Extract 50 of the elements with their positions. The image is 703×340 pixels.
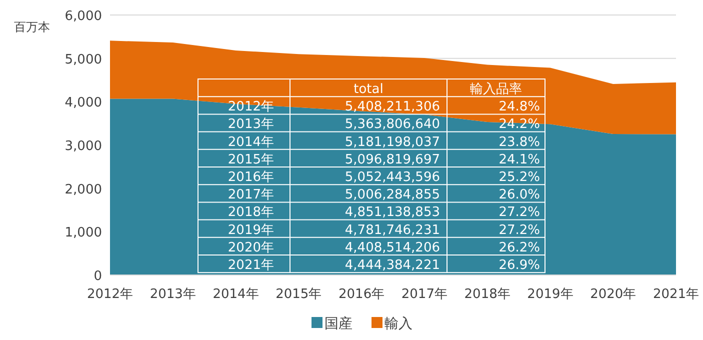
x-tick-label: 2018年	[464, 287, 510, 302]
annotation: 4,781,746,231	[344, 222, 440, 238]
x-tick-label: 2014年	[212, 287, 259, 302]
annotation: 2016年	[228, 170, 274, 185]
annotation: 26.2%	[498, 240, 540, 256]
annotation: 27.2%	[498, 222, 540, 238]
x-tick-label: 2013年	[150, 287, 196, 302]
annotation: 5,052,443,596	[344, 170, 440, 185]
annotation: 2018年	[228, 205, 274, 220]
annotation: 2015年	[228, 152, 274, 168]
y-tick-label: 5,000	[64, 52, 102, 68]
legend-label: 輸入	[384, 316, 412, 332]
x-tick-label: 2021年	[652, 287, 700, 302]
annotation: 輸入品率	[470, 81, 522, 97]
x-tick-label: 2020年	[590, 287, 636, 302]
y-tick-label: 6,000	[64, 9, 102, 24]
x-tick-label: 2016年	[338, 287, 385, 302]
x-tick-label: 2019年	[527, 287, 574, 302]
annotation: 23.8%	[498, 134, 540, 150]
annotation: 4,444,384,221	[344, 258, 440, 273]
annotation: 2020年	[228, 240, 274, 256]
annotation: 24.8%	[498, 100, 540, 115]
y-tick-label: 4,000	[64, 96, 102, 111]
x-tick-label: 2017年	[401, 287, 448, 302]
annotation: 26.9%	[498, 258, 540, 273]
annotation: 2019年	[228, 222, 274, 238]
annotation: 5,181,198,037	[344, 134, 440, 150]
annotation: 2017年	[228, 188, 274, 203]
annotation: 26.0%	[498, 188, 540, 203]
annotation: 5,006,284,855	[344, 188, 440, 203]
annotation: 2013年	[228, 117, 274, 132]
annotation: 2014年	[228, 134, 274, 150]
annotation: 24.1%	[498, 152, 540, 168]
annotation: 25.2%	[498, 170, 540, 185]
annotation: 5,363,806,640	[344, 117, 440, 132]
annotation: 2021年	[228, 258, 274, 273]
y-tick-label: 0	[94, 269, 102, 284]
x-tick-label: 2015年	[276, 287, 322, 302]
legend-label: 国産	[324, 316, 352, 332]
y-tick-label: 2,000	[64, 182, 102, 198]
annotation: total	[354, 82, 384, 97]
x-tick-label: 2012年	[86, 287, 134, 302]
annotation: 4,851,138,853	[344, 205, 440, 220]
y-tick-label: 1,000	[64, 226, 102, 241]
annotation: 5,096,819,697	[344, 152, 440, 168]
y-axis-title: 百万本	[14, 20, 50, 34]
annotation: 5,408,211,306	[344, 100, 440, 115]
annotation: 27.2%	[498, 205, 540, 220]
y-tick-label: 3,000	[64, 139, 102, 154]
annotation: 4,408,514,206	[344, 240, 440, 256]
